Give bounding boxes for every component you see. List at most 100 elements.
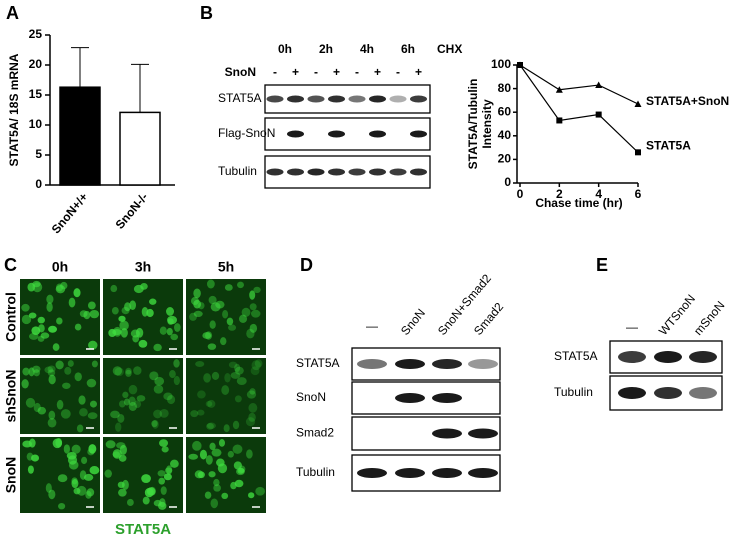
band: [328, 95, 345, 103]
lane-label: SnoN: [398, 306, 428, 338]
marker: [635, 149, 641, 156]
sign: +: [333, 65, 340, 79]
nucleus: [31, 454, 40, 462]
nucleus: [73, 487, 81, 495]
nucleus: [169, 370, 176, 379]
nucleus: [47, 365, 56, 373]
x-tick-label: 2: [556, 187, 563, 201]
nucleus: [74, 372, 82, 382]
nucleus: [249, 303, 257, 311]
band: [389, 168, 407, 176]
nucleus: [88, 340, 98, 350]
panel-label: E: [596, 255, 608, 275]
band: [618, 351, 646, 363]
nucleus: [64, 366, 72, 375]
band: [395, 359, 425, 369]
band: [369, 168, 386, 176]
nucleus: [138, 339, 148, 348]
nucleus: [48, 489, 56, 500]
nucleus: [146, 487, 156, 496]
panel-label: C: [4, 255, 17, 275]
nucleus: [245, 417, 256, 427]
nucleus: [62, 382, 71, 389]
nucleus: [104, 469, 112, 478]
nucleus: [119, 320, 129, 331]
timepoint: 0h: [278, 42, 292, 56]
nucleus: [48, 325, 58, 333]
nucleus: [189, 312, 197, 321]
band: [266, 168, 284, 176]
nucleus: [126, 498, 134, 507]
y-axis-label: Intensity: [480, 99, 494, 149]
marker: [517, 62, 523, 68]
nucleus: [105, 440, 116, 449]
nucleus: [208, 295, 217, 305]
nucleus: [27, 465, 34, 474]
x-tick-label: 6: [635, 187, 642, 201]
nucleus: [164, 467, 173, 474]
panel-label: D: [300, 255, 313, 275]
nucleus: [28, 312, 37, 319]
timepoint: 6h: [401, 42, 415, 56]
condition: SnoN: [225, 65, 256, 79]
blot-box: [351, 347, 501, 381]
nucleus: [166, 307, 175, 316]
nucleus: [125, 369, 132, 377]
nucleus: [206, 422, 216, 429]
lane-label: —: [626, 320, 638, 334]
band: [432, 393, 462, 403]
nucleus: [205, 400, 213, 407]
nucleus: [255, 486, 265, 496]
band: [287, 130, 304, 138]
nucleus: [160, 486, 167, 495]
nucleus: [122, 391, 129, 399]
nucleus: [254, 359, 263, 368]
nucleus: [238, 314, 248, 324]
band: [266, 95, 284, 103]
nucleus: [153, 343, 162, 352]
sign: +: [292, 65, 299, 79]
band: [689, 351, 717, 363]
y-axis-label: STAT5A/Tubulin: [466, 79, 480, 170]
nucleus: [188, 453, 199, 460]
nucleus: [31, 326, 41, 335]
nucleus: [117, 481, 125, 489]
nucleus: [213, 478, 220, 487]
nucleus: [241, 307, 251, 317]
micrograph: [103, 358, 183, 434]
nucleus: [132, 335, 140, 343]
nucleus: [194, 470, 204, 479]
series-label: STAT5A+SnoN: [646, 94, 729, 108]
nucleus: [159, 498, 166, 508]
nucleus: [68, 297, 76, 308]
nucleus: [124, 302, 131, 312]
sign: -: [396, 65, 400, 79]
nucleus: [190, 410, 199, 418]
nucleus: [208, 471, 216, 478]
nucleus: [190, 296, 199, 306]
nucleus: [163, 473, 172, 481]
band: [307, 168, 325, 176]
nucleus: [223, 424, 230, 433]
row-label: SnoN: [3, 457, 19, 494]
y-tick-label: 25: [29, 27, 43, 41]
nucleus: [237, 281, 244, 289]
nucleus: [224, 284, 233, 291]
nucleus: [205, 455, 213, 465]
nucleus: [114, 367, 124, 377]
nucleus: [56, 399, 64, 410]
nucleus: [32, 280, 41, 288]
nucleus: [198, 302, 205, 310]
column-label: 3h: [135, 259, 151, 275]
nucleus: [118, 454, 127, 462]
band: [348, 95, 366, 103]
nucleus: [153, 409, 163, 419]
sign: +: [415, 65, 422, 79]
nucleus: [88, 444, 97, 454]
nucleus: [149, 298, 157, 305]
nucleus: [206, 423, 214, 430]
nucleus: [110, 284, 118, 293]
nucleus: [76, 424, 84, 433]
nucleus: [37, 316, 45, 324]
